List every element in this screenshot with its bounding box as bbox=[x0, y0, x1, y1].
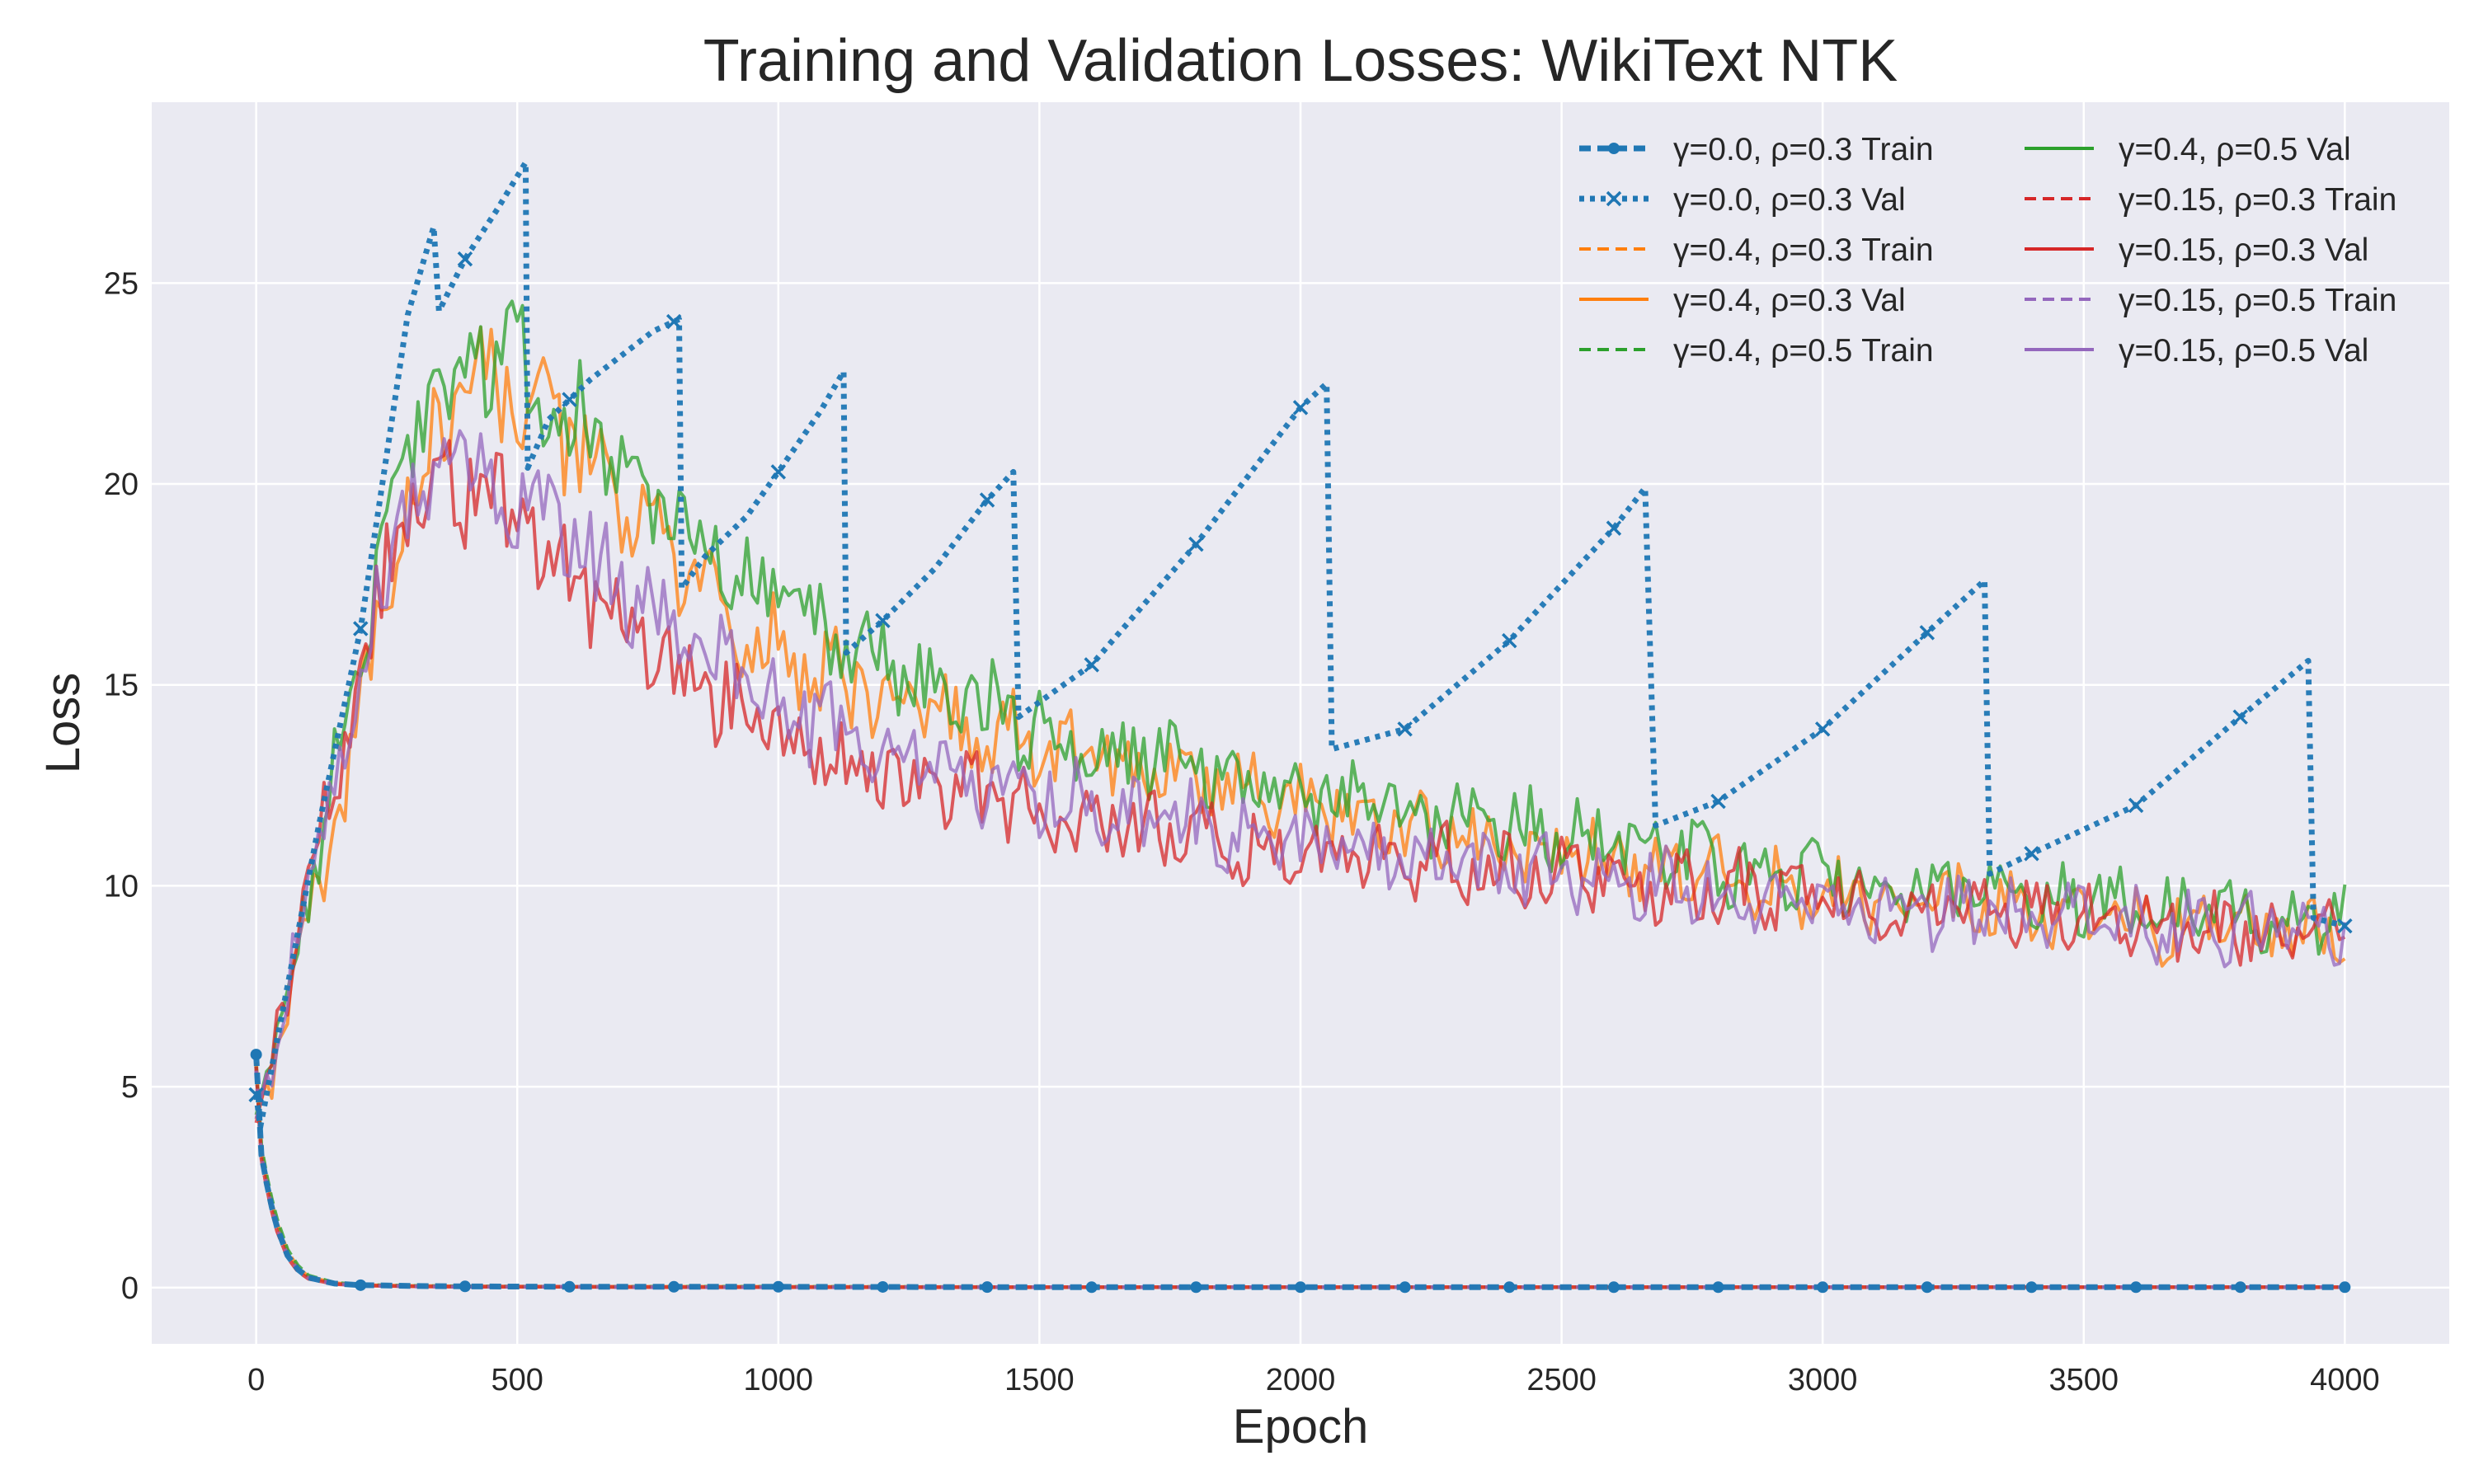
legend-label: γ=0.15, ρ=0.3 Val bbox=[2119, 232, 2368, 268]
legend-label: γ=0.15, ρ=0.5 Val bbox=[2119, 333, 2368, 369]
data-point bbox=[1397, 721, 1413, 737]
legend-item: γ=0.15, ρ=0.3 Val bbox=[2025, 232, 2368, 268]
legend-item: γ=0.4, ρ=0.3 Val bbox=[1579, 283, 1906, 318]
series-1 bbox=[248, 159, 2353, 1130]
data-point bbox=[250, 1049, 262, 1061]
y-tick-label: 15 bbox=[104, 669, 139, 703]
data-point bbox=[772, 1280, 784, 1293]
data-point bbox=[1606, 520, 1622, 536]
legend-label: γ=0.4, ρ=0.5 Train bbox=[1673, 333, 1934, 369]
data-point bbox=[1814, 721, 1831, 737]
legend-label: γ=0.0, ρ=0.3 Val bbox=[1673, 182, 1906, 218]
data-point bbox=[459, 1280, 471, 1293]
data-point bbox=[1085, 1281, 1098, 1294]
data-point bbox=[563, 1280, 576, 1293]
data-point bbox=[353, 621, 369, 636]
data-point bbox=[1292, 400, 1309, 416]
legend-item: γ=0.0, ρ=0.3 Val bbox=[1579, 182, 1906, 218]
x-tick-label: 4000 bbox=[2310, 1363, 2380, 1397]
data-point bbox=[1919, 625, 1935, 641]
x-tick-label: 2500 bbox=[1526, 1363, 1597, 1397]
data-point bbox=[666, 313, 682, 330]
legend-label: γ=0.15, ρ=0.5 Train bbox=[2119, 283, 2396, 318]
x-tick-label: 2000 bbox=[1266, 1363, 1336, 1397]
data-point bbox=[981, 1281, 994, 1294]
data-point bbox=[1190, 1281, 1202, 1294]
chart-title: Training and Validation Losses: WikiText… bbox=[703, 28, 1898, 94]
legend-item: γ=0.4, ρ=0.5 Val bbox=[2025, 132, 2351, 167]
legend: γ=0.0, ρ=0.3 Train γ=0.0, ρ=0.3 Val γ=0.4,… bbox=[1579, 132, 2396, 369]
data-point bbox=[2339, 1281, 2351, 1294]
legend-item: γ=0.0, ρ=0.3 Train bbox=[1579, 132, 1934, 167]
series-line bbox=[253, 1054, 2345, 1290]
data-point bbox=[2025, 1281, 2038, 1294]
x-tick-label: 3500 bbox=[2048, 1363, 2119, 1397]
data-point bbox=[1295, 1281, 1306, 1294]
data-point bbox=[1399, 1281, 1411, 1294]
data-point bbox=[457, 251, 473, 267]
legend-label: γ=0.15, ρ=0.3 Train bbox=[2119, 182, 2396, 218]
data-point bbox=[1503, 1281, 1516, 1294]
data-point bbox=[1712, 1281, 1724, 1294]
legend-label: γ=0.4, ρ=0.5 Val bbox=[2119, 132, 2351, 167]
y-tick-label: 10 bbox=[104, 869, 139, 904]
data-point bbox=[2024, 846, 2039, 862]
series-0 bbox=[250, 1049, 2351, 1294]
legend-item: γ=0.15, ρ=0.3 Train bbox=[2025, 182, 2396, 218]
legend-label: γ=0.0, ρ=0.3 Train bbox=[1673, 132, 1934, 167]
data-point bbox=[248, 1087, 264, 1103]
series-5 bbox=[254, 299, 2347, 1115]
data-point bbox=[562, 392, 577, 407]
data-point bbox=[1188, 536, 1204, 552]
x-tick-label: 3000 bbox=[1788, 1363, 1858, 1397]
x-tick-label: 1500 bbox=[1004, 1363, 1075, 1397]
legend-item: γ=0.4, ρ=0.5 Train bbox=[1579, 333, 1934, 369]
series-line bbox=[254, 299, 2347, 1115]
data-point bbox=[979, 492, 995, 508]
data-point bbox=[875, 613, 891, 628]
y-axis-label: Loss bbox=[36, 673, 90, 774]
x-tick-label: 0 bbox=[247, 1363, 265, 1397]
legend-item: γ=0.15, ρ=0.5 Val bbox=[2025, 333, 2368, 369]
legend-item: γ=0.4, ρ=0.3 Train bbox=[1579, 232, 1934, 268]
legend-label: γ=0.4, ρ=0.3 Train bbox=[1673, 232, 1934, 268]
legend-marker bbox=[1608, 143, 1620, 154]
series-9 bbox=[254, 429, 2347, 1120]
data-point bbox=[1607, 1281, 1620, 1294]
y-tick-label: 0 bbox=[121, 1271, 139, 1306]
legend-label: γ=0.4, ρ=0.3 Val bbox=[1673, 283, 1906, 318]
x-axis-label: Epoch bbox=[1233, 1400, 1368, 1453]
data-point bbox=[1084, 657, 1099, 673]
x-tick-label: 1000 bbox=[744, 1363, 814, 1397]
y-tick-label: 5 bbox=[121, 1070, 139, 1105]
data-point bbox=[2232, 709, 2248, 725]
data-point bbox=[668, 1280, 680, 1293]
data-point bbox=[770, 464, 787, 480]
series-line bbox=[254, 429, 2347, 1120]
data-point bbox=[1921, 1281, 1933, 1294]
x-tick-label: 500 bbox=[492, 1363, 543, 1397]
legend-item: γ=0.15, ρ=0.5 Train bbox=[2025, 283, 2396, 318]
data-point bbox=[2234, 1281, 2246, 1294]
data-point bbox=[2337, 918, 2353, 934]
data-point bbox=[2130, 1281, 2142, 1294]
data-point bbox=[1817, 1281, 1829, 1294]
data-point bbox=[1710, 793, 1726, 810]
data-point bbox=[2128, 797, 2144, 814]
data-point bbox=[1502, 632, 1517, 649]
y-tick-label: 20 bbox=[104, 467, 139, 502]
data-point bbox=[877, 1280, 889, 1293]
series-line bbox=[253, 159, 2346, 1130]
tick-labels: 0 500 1000 1500 2000 2500 3000 3500 4000 0 5 10 15 20… bbox=[104, 266, 2380, 1397]
legend-marker bbox=[1606, 190, 1622, 207]
series-layer bbox=[248, 159, 2353, 1294]
data-point bbox=[355, 1279, 367, 1291]
y-tick-label: 25 bbox=[104, 266, 139, 301]
